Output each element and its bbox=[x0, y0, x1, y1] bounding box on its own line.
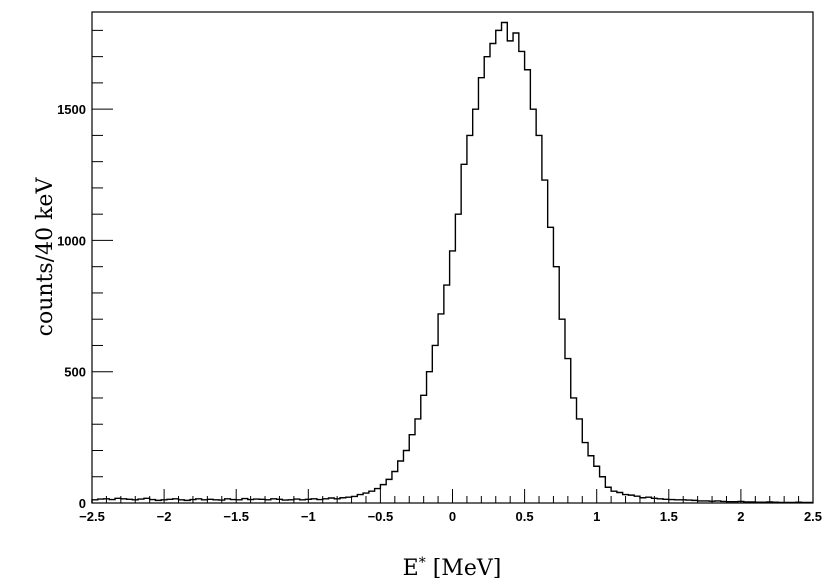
x-tick-label: −1.5 bbox=[223, 509, 249, 524]
y-axis-title: counts/40 keV bbox=[33, 177, 58, 337]
x-axis-title: E* [MeV] bbox=[403, 555, 502, 581]
x-tick-label: −1 bbox=[301, 509, 316, 524]
y-tick-label: 500 bbox=[64, 365, 86, 380]
x-tick-label: 1.5 bbox=[660, 509, 678, 524]
y-tick-label: 1000 bbox=[57, 233, 86, 248]
x-tick-label: −2.5 bbox=[79, 509, 105, 524]
x-tick-label: −0.5 bbox=[368, 509, 394, 524]
y-tick-label: 0 bbox=[79, 496, 86, 511]
axis-ticks bbox=[91, 29, 814, 504]
x-tick-label: 2.5 bbox=[804, 509, 822, 524]
x-tick-label: 2 bbox=[737, 509, 744, 524]
y-tick-label: 1500 bbox=[57, 102, 86, 117]
tick-labels: −2.5 −2 −1.5 −1 −0.5 0 0.5 1 1.5 2 2.5 0 500 1000 1500 bbox=[57, 102, 822, 524]
plot-frame bbox=[91, 11, 814, 504]
histogram-line bbox=[91, 21, 813, 504]
x-tick-label: 1 bbox=[593, 509, 600, 524]
x-tick-label: 0.5 bbox=[516, 509, 534, 524]
x-tick-label: 0 bbox=[449, 509, 456, 524]
x-tick-label: −2 bbox=[157, 509, 172, 524]
